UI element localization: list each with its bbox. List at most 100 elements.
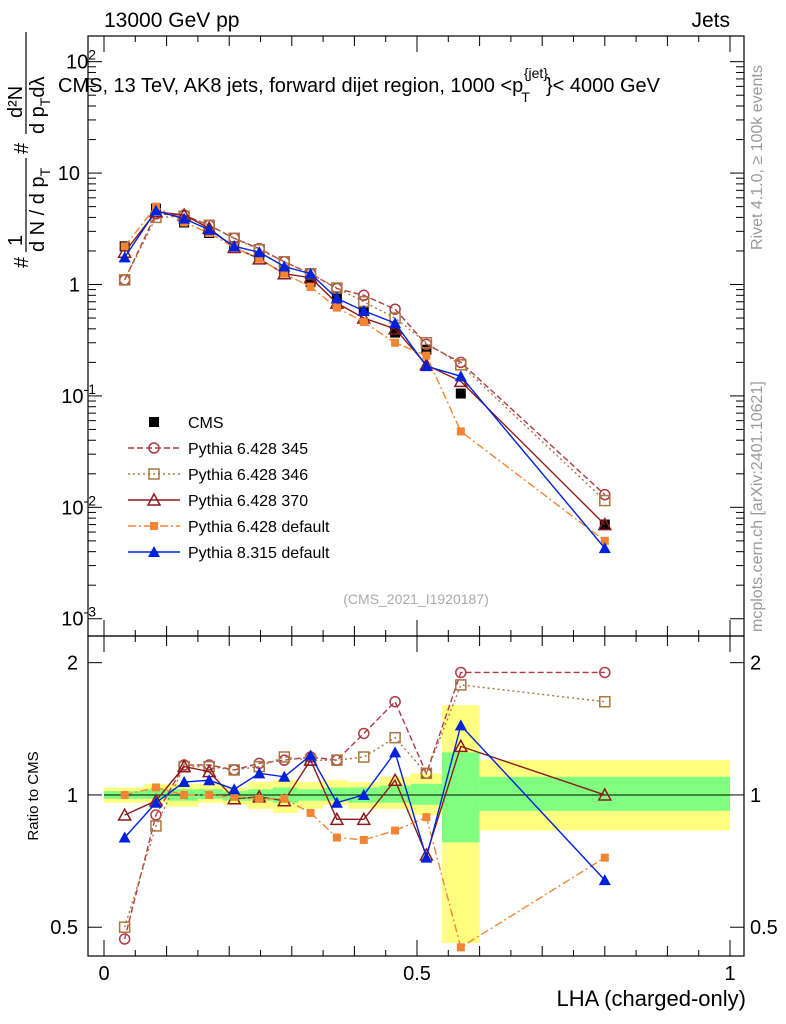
ratio-point [149,796,162,808]
y-axis-label: # 1 d N / d pT # d²N d pTdλ [5,32,53,268]
ratio-point [205,790,214,799]
band-inner [410,783,443,805]
ratio-point [599,695,611,708]
y-tick-label: 102 [66,47,96,74]
legend-label: Pythia 6.428 default [188,519,330,536]
ratio-point [150,809,162,821]
ratio-point [176,759,192,773]
ratio-point [422,813,431,822]
ratio-y-tick-label-right: 1 [750,785,761,807]
ratio-point [456,943,465,952]
data-point [332,303,341,312]
data-point [391,338,400,347]
data-point [228,240,241,252]
ratio-line [123,671,605,940]
ratio-point [203,774,216,786]
data-point [330,292,343,304]
data-point [304,267,317,279]
ratio-point [280,794,289,803]
ratio-point [117,807,132,821]
x-tick-label: 0.5 [403,963,431,985]
band-inner [442,752,480,843]
ratio-point [597,787,613,801]
ratio-point [356,811,372,826]
ratio-point [230,792,239,801]
ratio-point [357,788,370,800]
data-point [420,337,433,349]
ratio-point [118,933,131,945]
ratio-point [332,833,341,842]
svg-text:#: # [11,142,33,154]
data-point [178,212,191,224]
x-tick-label: 0 [98,963,109,985]
ratio-point [389,746,402,758]
ratio-point [228,783,241,795]
data-point [389,317,402,329]
ratio-series-3 [120,783,609,952]
ratio-y-tick-label: 0.5 [50,917,78,939]
ratio-line [124,723,606,881]
ratio-point [150,820,162,832]
ratio-point [178,776,191,788]
ratio-y-axis-label: Ratio to CMS [25,751,42,840]
svg-text:#: # [11,256,33,268]
data-point [420,360,433,372]
series-line [124,205,606,542]
data-point [600,536,609,545]
ratio-point [391,826,400,835]
band-inner [323,787,349,801]
ratio-y-tick-label: 2 [67,653,78,675]
svg-text:1: 1 [5,235,27,246]
ratio-panel-frame [87,635,745,957]
data-point [255,254,264,263]
legend-marker [146,492,162,506]
data-point [118,251,131,263]
ratio-y-tick-label: 1 [67,785,78,807]
ratio-axes: 0 0.5 1 0.5 0.5 1 1 2 2 [50,636,778,985]
legend-marker [148,546,160,557]
y-tick-label: 10 [58,163,80,185]
ratio-point [358,751,370,763]
y-tick-label: 10-2 [61,492,96,519]
ratio-point [389,695,401,708]
ratio-point [453,738,469,753]
legend-label: Pythia 6.428 345 [188,441,308,458]
ratio-point [600,853,609,862]
legend: CMS Pythia 6.428 345 Pythia 6.428 346 Pythi… [128,415,330,562]
y-tick-label: 10-1 [61,381,96,408]
legend-label: Pythia 8.315 default [188,545,330,562]
legend-marker [148,468,160,480]
plot-title: CMS, 13 TeV, AK8 jets, forward dijet reg… [58,65,661,105]
x-tick-label: 1 [724,963,735,985]
svg-text:d pTdλ: d pTdλ [27,77,53,135]
main-series [117,202,613,554]
ratio-point [359,835,368,844]
legend-marker [148,442,160,454]
ratio-point [389,731,401,744]
svg-text:d²N: d²N [5,86,27,118]
y-tick-label: 1 [69,275,80,297]
ratio-point [118,921,131,933]
ratio-y-tick-label-right: 0.5 [750,917,778,939]
data-point [597,517,613,531]
ratio-y-tick-label-right: 2 [750,653,761,675]
legend-label: CMS [188,415,224,432]
data-point [599,494,611,507]
ratio-point [387,772,403,787]
ratio-point [151,783,160,792]
ratio-point [454,719,467,731]
data-point [253,246,266,258]
x-axis-label: LHA (charged-only) [556,986,746,1011]
ratio-point [455,679,467,691]
data-point [455,359,467,371]
data-point [422,351,431,360]
ratio-point [306,808,315,817]
data-point [456,427,465,436]
ratio-point [420,767,433,780]
header-left: 13000 GeV pp [104,9,239,32]
legend-label: Pythia 6.428 370 [188,493,308,510]
data-point [280,269,289,278]
ratio-point [278,751,291,763]
side-label-rivet: Rivet 4.1.0, ≥ 100k events [749,65,766,250]
analysis-watermark: (CMS_2021_I1920187) [343,591,489,607]
